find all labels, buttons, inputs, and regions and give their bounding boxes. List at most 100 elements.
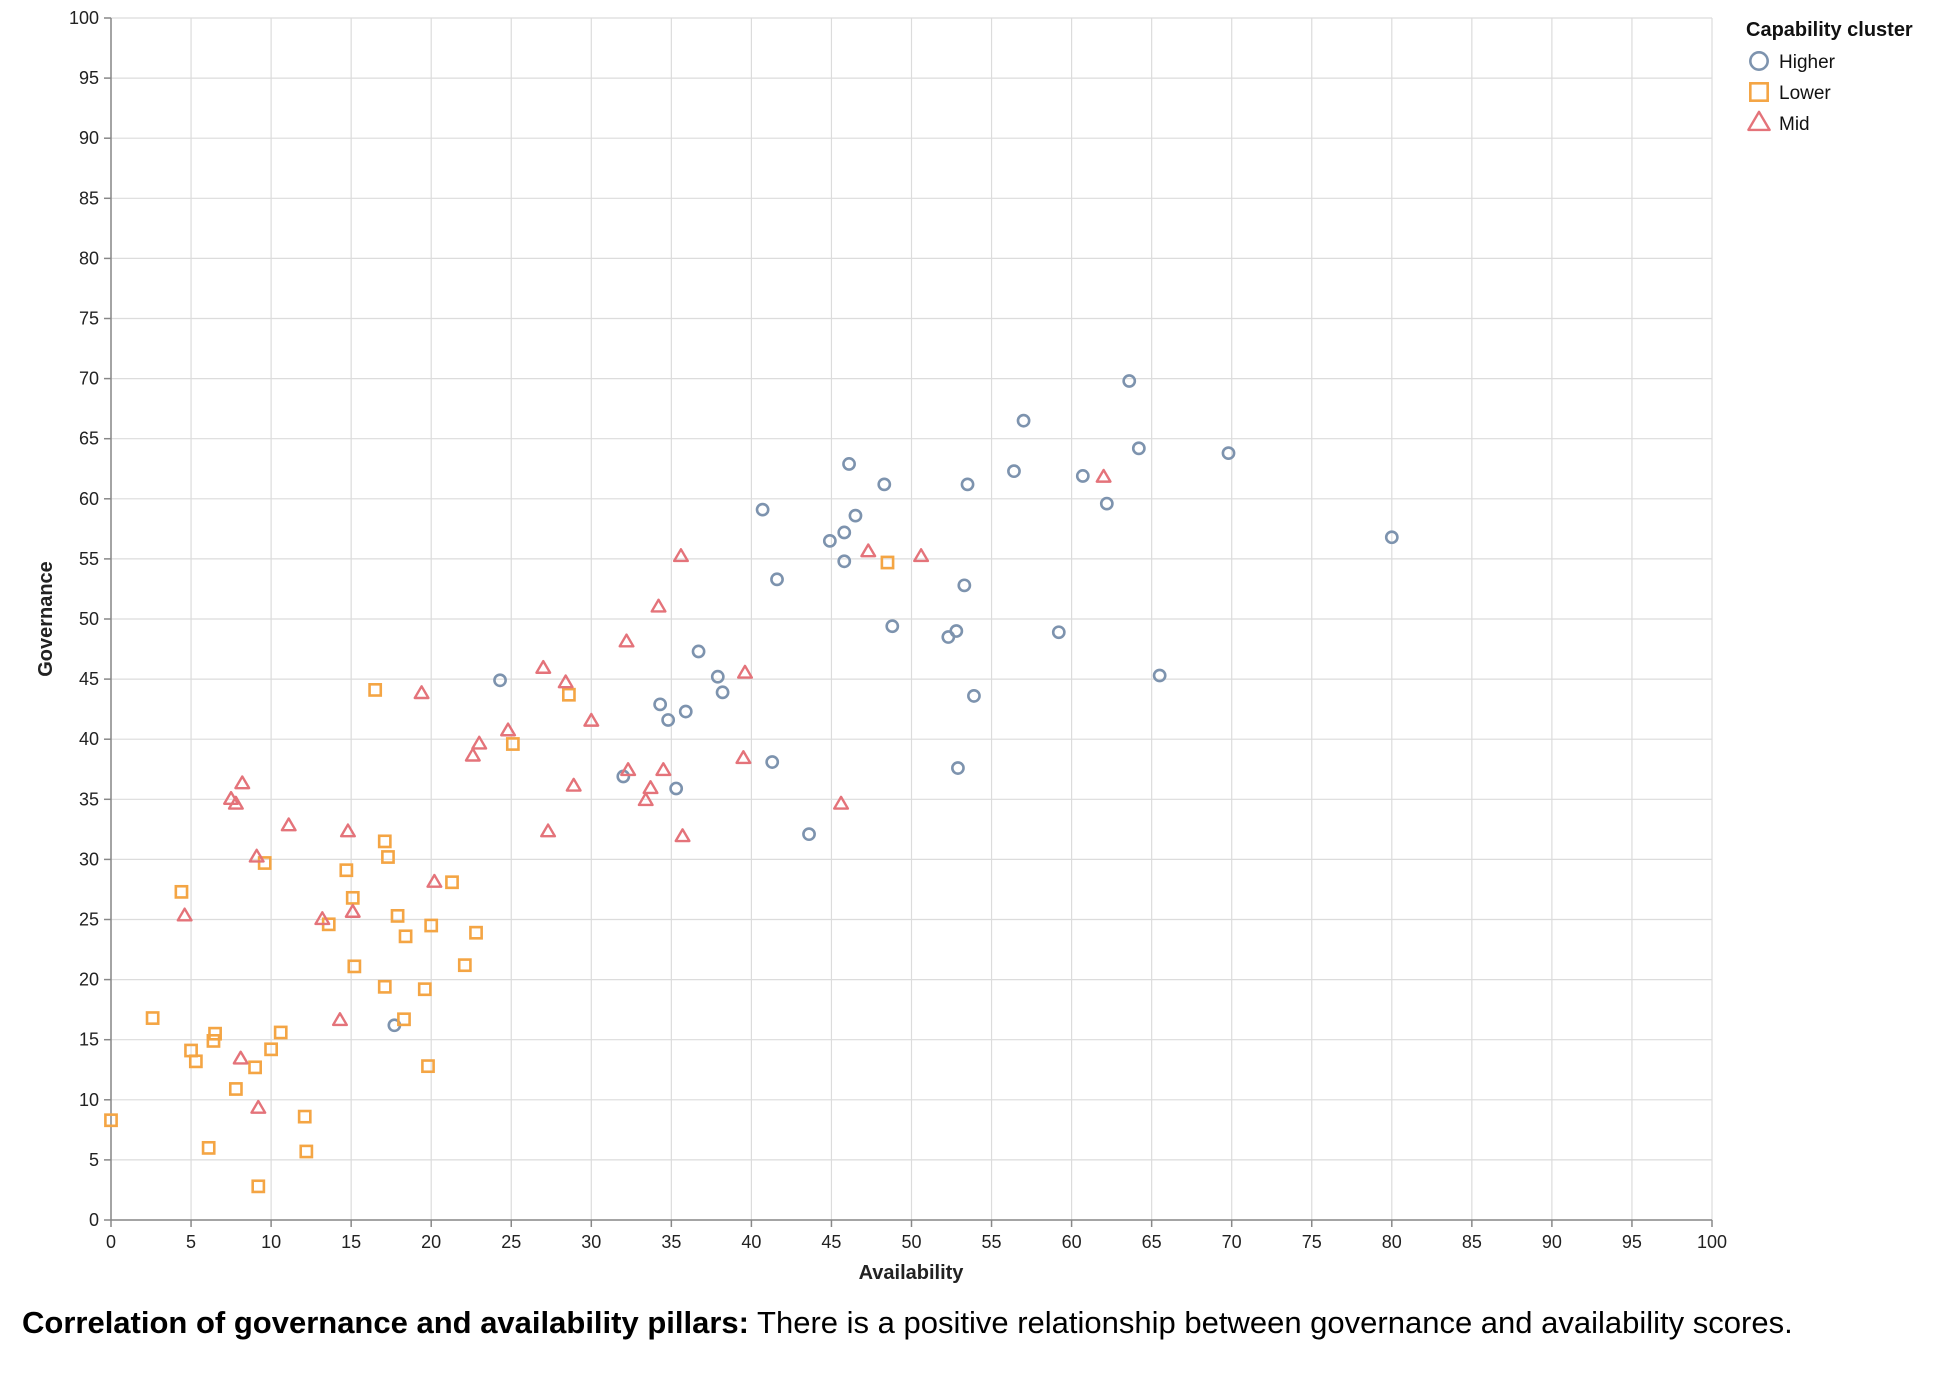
y-tick-label: 10 — [79, 1090, 99, 1110]
x-tick-label: 10 — [261, 1232, 281, 1252]
x-tick-label: 70 — [1222, 1232, 1242, 1252]
caption-text: There is a positive relationship between… — [748, 1305, 1793, 1340]
data-point-mid — [331, 1012, 348, 1027]
data-point-higher — [822, 533, 837, 548]
x-tick-label: 40 — [741, 1232, 761, 1252]
data-point-higher — [967, 689, 981, 703]
data-point-lower — [228, 1082, 243, 1096]
data-point-lower — [264, 1042, 278, 1057]
data-point-higher — [678, 704, 693, 719]
data-point-mid — [860, 543, 877, 558]
x-tick-label: 90 — [1542, 1232, 1562, 1252]
data-point-mid — [655, 762, 672, 777]
data-point-higher — [1007, 464, 1021, 479]
data-point-lower — [368, 683, 383, 697]
data-point-mid — [650, 598, 667, 613]
series-higher — [387, 374, 1399, 1033]
x-axis-title: Availability — [859, 1262, 965, 1284]
y-tick-label: 0 — [89, 1210, 99, 1230]
data-point-higher — [1051, 625, 1066, 640]
data-point-higher — [1131, 441, 1146, 456]
data-point-lower — [188, 1054, 203, 1069]
data-point-higher — [960, 477, 975, 492]
data-point-lower — [273, 1025, 288, 1040]
data-point-higher — [842, 457, 856, 471]
x-tick-label: 35 — [661, 1232, 681, 1252]
data-point-mid — [232, 1050, 249, 1065]
data-point-lower — [505, 737, 520, 751]
data-point-higher — [653, 697, 668, 712]
data-point-mid — [620, 762, 637, 777]
data-point-mid — [913, 548, 930, 563]
legend-symbol-square — [1749, 82, 1769, 102]
grid — [110, 17, 1713, 1221]
y-tick-label: 70 — [79, 369, 99, 389]
data-point-mid — [280, 817, 297, 832]
caption-heading: Correlation of governance and availabili… — [22, 1305, 749, 1340]
data-point-lower — [104, 1113, 118, 1128]
data-point-mid — [1095, 468, 1112, 483]
data-point-mid — [535, 659, 552, 674]
data-point-higher — [691, 644, 706, 659]
x-tick-label: 85 — [1462, 1232, 1482, 1252]
data-point-higher — [941, 630, 956, 644]
data-point-mid — [250, 1099, 267, 1114]
data-point-mid — [583, 712, 600, 727]
data-point-higher — [493, 673, 507, 688]
data-point-higher — [1384, 530, 1399, 545]
legend-item-higher: Higher — [1749, 51, 1836, 73]
x-tick-label: 65 — [1142, 1232, 1162, 1252]
data-point-lower — [145, 1011, 160, 1025]
data-point-lower — [339, 863, 354, 878]
data-point-higher — [957, 578, 972, 593]
data-point-mid — [674, 828, 691, 843]
data-point-mid — [176, 907, 193, 922]
data-point-lower — [174, 884, 189, 899]
scatter-chart: 0 5 10 15 20 25 30 35 40 45 50 55 60 65 70 75 80 85 90 95 10… — [35, 8, 1913, 1284]
data-point-mid — [426, 873, 443, 888]
y-tick-label: 65 — [79, 429, 99, 449]
data-point-lower — [347, 959, 362, 974]
y-tick-label: 5 — [89, 1150, 99, 1170]
legend: Capability cluster Higher Lower Mid — [1746, 19, 1913, 135]
data-point-mid — [339, 823, 356, 838]
data-point-lower — [417, 982, 432, 997]
data-point-mid — [557, 674, 574, 689]
series-lower — [104, 555, 895, 1194]
legend-item-lower: Lower — [1749, 82, 1831, 104]
x-tick-label: 100 — [1697, 1232, 1727, 1252]
y-tick-label: 50 — [79, 609, 99, 629]
data-point-higher — [1099, 496, 1114, 511]
data-point-higher — [661, 713, 676, 727]
data-point-higher — [1122, 374, 1137, 388]
data-point-lower — [299, 1144, 314, 1159]
data-point-lower — [297, 1109, 312, 1124]
y-tick-label: 45 — [79, 669, 99, 689]
data-point-higher — [710, 669, 725, 684]
data-point-higher — [765, 755, 780, 769]
data-point-higher — [837, 554, 852, 569]
data-point-mid — [314, 911, 331, 926]
x-tick-label: 80 — [1382, 1232, 1402, 1252]
data-point-higher — [837, 525, 852, 540]
x-tick-label: 30 — [581, 1232, 601, 1252]
data-point-higher — [715, 685, 730, 700]
legend-label: Lower — [1779, 83, 1831, 104]
y-tick-label: 55 — [79, 549, 99, 569]
data-point-lower — [377, 834, 392, 849]
y-tick-label: 100 — [69, 8, 99, 28]
x-tick-label: 95 — [1622, 1232, 1642, 1252]
x-axis-ticks: 0 5 10 15 20 25 30 35 40 45 50 55 60 65 70 75 80 85 90 95 10… — [106, 1220, 1727, 1252]
data-point-higher — [1075, 469, 1090, 483]
data-point-higher — [802, 827, 816, 842]
x-tick-label: 50 — [901, 1232, 921, 1252]
x-tick-label: 5 — [186, 1232, 196, 1252]
legend-title: Capability cluster — [1746, 19, 1913, 41]
y-tick-label: 25 — [79, 910, 99, 930]
data-point-mid — [642, 780, 659, 795]
data-point-lower — [561, 687, 576, 702]
data-point-mid — [464, 747, 481, 762]
data-point-higher — [848, 508, 863, 523]
data-point-mid — [500, 722, 517, 737]
y-tick-label: 80 — [79, 248, 99, 268]
